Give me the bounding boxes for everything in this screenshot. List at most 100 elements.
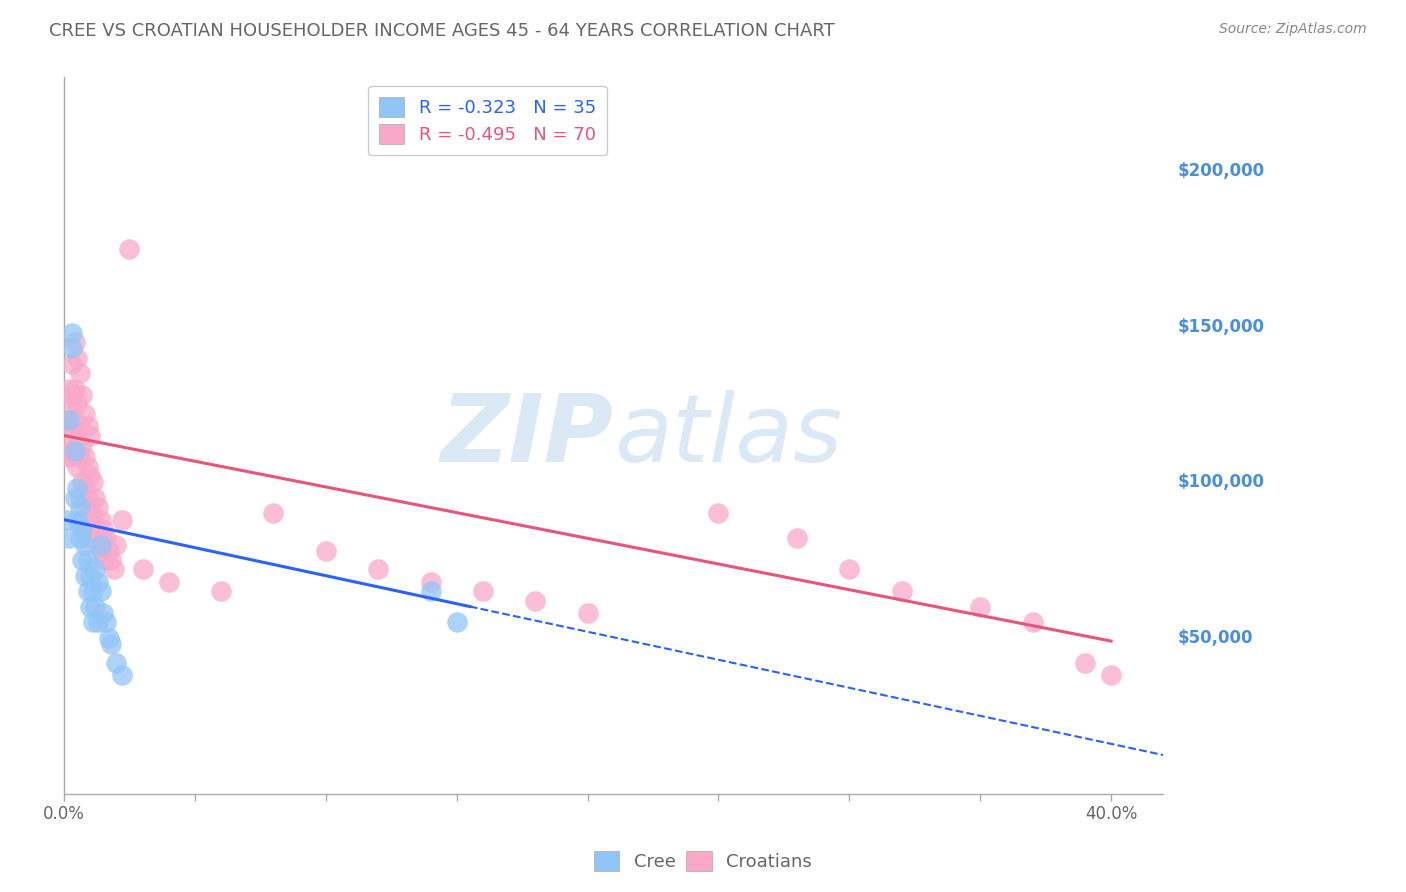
Point	[82, 513, 104, 527]
Point	[838, 562, 860, 576]
Point	[63, 491, 86, 505]
Point	[82, 475, 104, 490]
Point	[100, 553, 122, 567]
Point	[66, 482, 89, 496]
Point	[69, 450, 91, 465]
Legend: Cree, Croatians: Cree, Croatians	[586, 844, 820, 879]
Point	[66, 428, 89, 442]
Point	[131, 562, 153, 576]
Point	[84, 599, 107, 614]
Point	[66, 351, 89, 365]
Point	[58, 413, 80, 427]
Point	[60, 419, 83, 434]
Point	[66, 397, 89, 411]
Point	[576, 606, 599, 620]
Point	[118, 242, 141, 256]
Point	[91, 606, 114, 620]
Point	[60, 342, 83, 356]
Point	[60, 388, 83, 402]
Text: ZIP: ZIP	[441, 390, 614, 482]
Point	[87, 500, 110, 515]
Point	[72, 553, 94, 567]
Point	[63, 382, 86, 396]
Point	[97, 543, 120, 558]
Point	[55, 413, 77, 427]
Point	[367, 562, 389, 576]
Point	[76, 419, 98, 434]
Point	[105, 537, 128, 551]
Point	[76, 459, 98, 474]
Point	[73, 482, 96, 496]
Point	[82, 615, 104, 630]
Point	[890, 584, 912, 599]
Point	[60, 357, 83, 371]
Point	[419, 584, 441, 599]
Point	[446, 615, 468, 630]
Point	[76, 584, 98, 599]
Text: $100,000: $100,000	[1177, 474, 1264, 491]
Point	[84, 491, 107, 505]
Point	[73, 407, 96, 421]
Point	[69, 500, 91, 515]
Point	[1099, 668, 1122, 682]
Point	[90, 513, 112, 527]
Point	[76, 491, 98, 505]
Point	[76, 531, 98, 545]
Point	[111, 668, 134, 682]
Point	[87, 574, 110, 589]
Point	[72, 438, 94, 452]
Point	[73, 450, 96, 465]
Point	[82, 584, 104, 599]
Point	[73, 522, 96, 536]
Point	[58, 531, 80, 545]
Point	[69, 531, 91, 545]
Point	[315, 543, 337, 558]
Point	[58, 450, 80, 465]
Point	[90, 584, 112, 599]
Point	[524, 593, 547, 607]
Point	[87, 615, 110, 630]
Point	[69, 491, 91, 505]
Point	[419, 574, 441, 589]
Point	[72, 513, 94, 527]
Point	[73, 537, 96, 551]
Point	[84, 522, 107, 536]
Text: Source: ZipAtlas.com: Source: ZipAtlas.com	[1219, 22, 1367, 37]
Point	[79, 469, 101, 483]
Point	[79, 568, 101, 582]
Point	[72, 522, 94, 536]
Text: $200,000: $200,000	[1177, 161, 1264, 180]
Point	[1074, 656, 1097, 670]
Point	[79, 500, 101, 515]
Point	[97, 631, 120, 645]
Point	[76, 553, 98, 567]
Point	[1021, 615, 1043, 630]
Point	[69, 419, 91, 434]
Point	[969, 599, 991, 614]
Point	[63, 335, 86, 350]
Point	[94, 531, 117, 545]
Point	[209, 584, 232, 599]
Point	[471, 584, 494, 599]
Point	[55, 428, 77, 442]
Point	[60, 450, 83, 465]
Point	[103, 562, 125, 576]
Point	[94, 615, 117, 630]
Text: CREE VS CROATIAN HOUSEHOLDER INCOME AGES 45 - 64 YEARS CORRELATION CHART: CREE VS CROATIAN HOUSEHOLDER INCOME AGES…	[49, 22, 835, 40]
Point	[58, 444, 80, 458]
Point	[58, 382, 80, 396]
Point	[105, 656, 128, 670]
Point	[111, 513, 134, 527]
Point	[87, 537, 110, 551]
Point	[73, 568, 96, 582]
Point	[55, 513, 77, 527]
Point	[72, 475, 94, 490]
Point	[66, 513, 89, 527]
Point	[91, 553, 114, 567]
Point	[90, 537, 112, 551]
Point	[157, 574, 180, 589]
Point	[79, 428, 101, 442]
Point	[786, 531, 808, 545]
Point	[63, 413, 86, 427]
Point	[58, 397, 80, 411]
